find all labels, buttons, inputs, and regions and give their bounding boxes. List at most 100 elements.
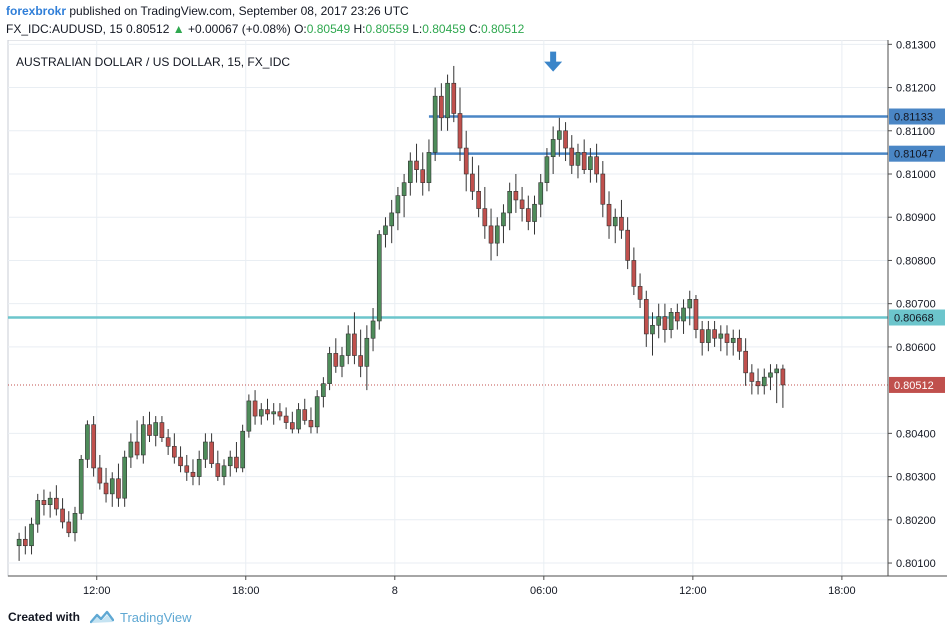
candle-body <box>54 497 59 510</box>
y-tick-label: 0.81300 <box>896 40 936 51</box>
last-price-box <box>889 376 945 393</box>
footer: Created with TradingView <box>0 601 947 633</box>
candle-body <box>656 316 662 326</box>
candle-body <box>277 411 283 417</box>
y-tick-label: 0.80900 <box>896 212 936 224</box>
candle-body <box>321 383 326 397</box>
candle-body <box>575 152 581 166</box>
candle-body <box>196 458 202 477</box>
candle-body <box>345 333 351 356</box>
y-tick-label: 0.81200 <box>896 83 936 95</box>
candle-body <box>128 441 134 458</box>
candle-body <box>470 173 475 192</box>
price-chart[interactable]: 0.81133 0.81047 0.80668 0.80512 0.81300 0.81… <box>0 40 947 601</box>
candle-body <box>352 333 357 356</box>
candle-body <box>395 195 401 214</box>
candle-body <box>290 422 295 430</box>
tradingview-link[interactable]: TradingView <box>120 609 192 625</box>
candle-body <box>544 156 550 183</box>
candle-body <box>476 190 481 209</box>
candle-body <box>66 521 72 534</box>
candle-body <box>693 299 699 330</box>
candle-body <box>439 95 444 119</box>
candle-body <box>600 173 606 205</box>
l-value: 0.80459 <box>422 22 466 36</box>
candle-body <box>333 353 339 367</box>
candle-body <box>41 500 47 505</box>
created-with-label: Created with <box>8 610 81 624</box>
candle-body <box>774 368 780 374</box>
candlestick-series <box>16 65 786 561</box>
price-label: 0.81047 <box>894 149 934 161</box>
candle-body <box>302 409 308 421</box>
candle-body <box>581 152 587 170</box>
candle-body <box>358 355 363 367</box>
candle-body <box>706 329 711 343</box>
candle-body <box>339 355 345 367</box>
x-tick-label: 8 <box>392 585 398 597</box>
candle-body <box>687 299 693 309</box>
candle-body <box>376 234 382 322</box>
h-value: 0.80559 <box>365 22 409 36</box>
chart-title: AUSTRALIAN DOLLAR / US DOLLAR, 15, FX_ID… <box>16 55 290 69</box>
candle-body <box>426 152 432 183</box>
x-tick-label: 12:00 <box>679 585 707 597</box>
y-tick-label: 0.80300 <box>896 472 936 484</box>
candle-body <box>780 368 786 386</box>
candle-body <box>16 538 22 547</box>
candle-body <box>159 422 165 438</box>
author-link[interactable]: forexbrokr <box>6 4 67 18</box>
candle-body <box>22 538 28 547</box>
candle-body <box>97 467 103 484</box>
candle-body <box>234 456 239 469</box>
candle-body <box>308 420 314 428</box>
o-label: O: <box>294 22 307 36</box>
candle-body <box>432 95 438 153</box>
candle-body <box>47 497 53 505</box>
candle-body <box>35 500 41 525</box>
down-arrow-icon <box>544 51 563 72</box>
candle-body <box>724 333 730 343</box>
candle-body <box>488 225 494 244</box>
candle-body <box>519 199 525 209</box>
candle-body <box>662 316 668 330</box>
candle-body <box>190 471 196 477</box>
candle-body <box>29 523 34 547</box>
c-value: 0.80512 <box>480 22 525 36</box>
candle-body <box>538 182 544 205</box>
price-label: 0.81133 <box>894 112 933 124</box>
y-tick-label: 0.81100 <box>896 126 935 138</box>
candle-body <box>134 441 140 456</box>
horizontal-lines: 0.81133 0.81047 0.80668 0.80512 <box>8 108 945 393</box>
candle-body <box>414 160 419 170</box>
candle-body <box>72 513 78 534</box>
x-tick-label: 18:00 <box>828 585 856 597</box>
candle-body <box>563 130 568 149</box>
candle-body <box>637 286 643 300</box>
candle-body <box>116 478 121 499</box>
last-price-label: 0.80512 <box>894 380 934 392</box>
y-tick-label: 0.80600 <box>896 342 936 354</box>
candle-body <box>749 372 755 382</box>
x-tick-label: 06:00 <box>530 585 558 597</box>
candle-body <box>594 156 599 175</box>
candle-body <box>91 424 96 469</box>
candle-body <box>221 465 227 477</box>
candle-body <box>730 337 736 343</box>
candle-body <box>606 203 612 227</box>
candle-body <box>227 456 233 467</box>
candle-body <box>612 216 618 227</box>
candle-body <box>314 396 320 428</box>
candle-body <box>327 353 332 384</box>
candle-body <box>681 307 686 322</box>
candle-body <box>718 333 724 339</box>
tradingview-logo-icon <box>90 610 115 624</box>
candle-body <box>209 441 214 464</box>
publish-text: published on TradingView.com, September … <box>66 4 409 18</box>
change-text: +0.00067 (+0.08%) <box>187 22 291 36</box>
candle-body <box>401 182 407 196</box>
candle-body <box>420 169 426 183</box>
candle-body <box>743 350 748 374</box>
candle-body <box>85 424 90 460</box>
price-label: 0.80668 <box>894 313 934 325</box>
